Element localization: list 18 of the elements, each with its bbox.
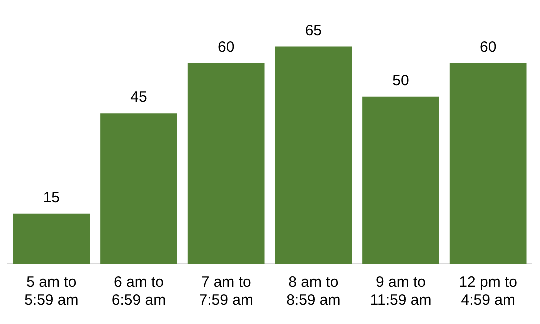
bar (450, 63, 527, 264)
data-label: 45 (130, 89, 148, 106)
x-tick-label: 7 am to 7:59 am (199, 274, 254, 310)
x-tick-label: 5 am to 5:59 am (24, 274, 79, 310)
bar (275, 46, 352, 264)
x-tick-label: 6 am to 6:59 am (112, 274, 166, 310)
data-label: 60 (218, 39, 235, 56)
data-label: 15 (43, 190, 60, 206)
data-label: 65 (305, 22, 322, 40)
bar (100, 114, 178, 264)
bar (362, 96, 440, 264)
data-label: 60 (480, 39, 497, 56)
x-tick-label: 9 am to 11:59 am (370, 274, 432, 310)
x-tick-label: 12 pm to 4:59 am (459, 274, 518, 310)
data-label: 50 (392, 72, 410, 90)
bar (13, 214, 90, 264)
x-tick-label: 8 am to 8:59 am (286, 274, 341, 310)
bar (188, 63, 265, 264)
